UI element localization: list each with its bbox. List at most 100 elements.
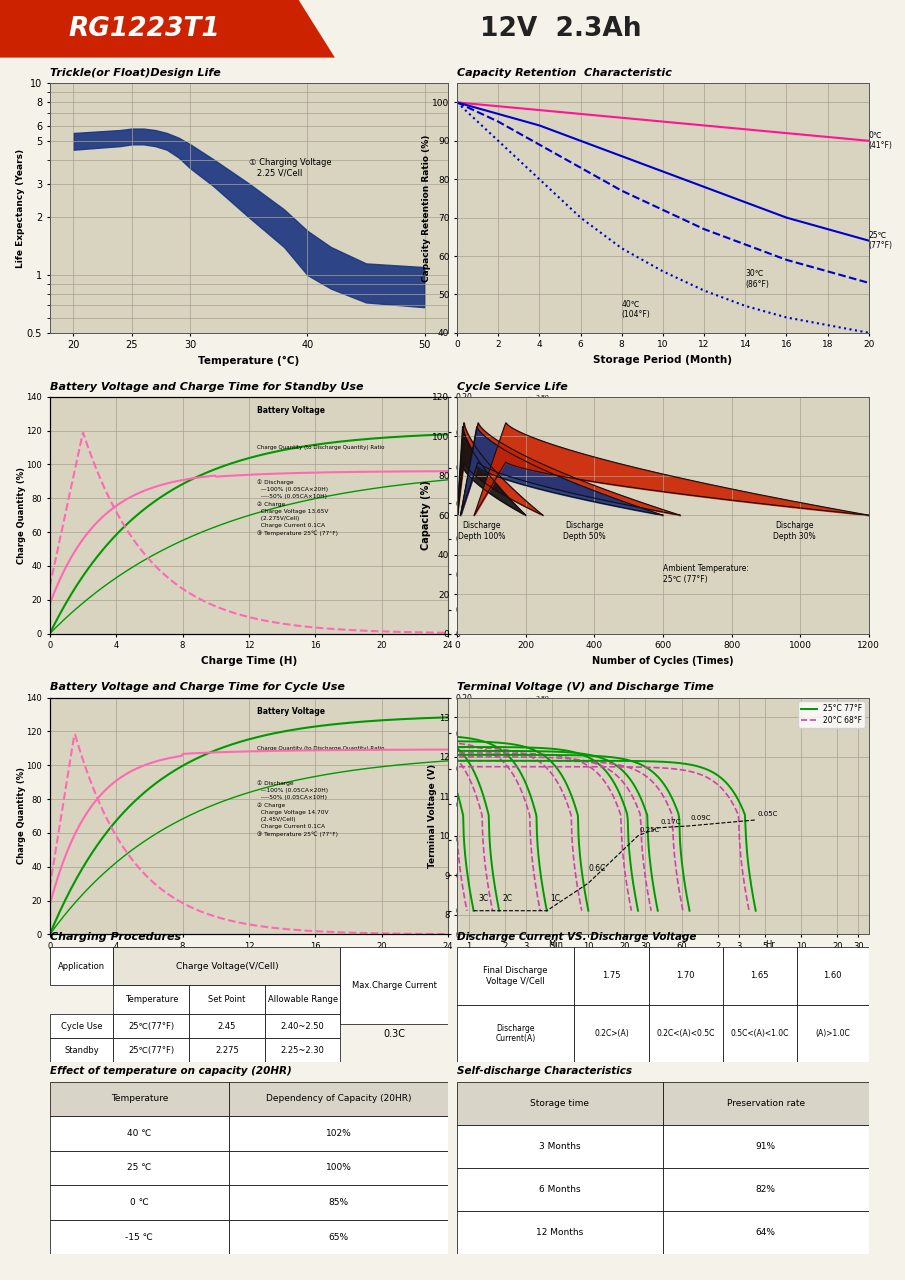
Text: 2.40~2.50: 2.40~2.50 bbox=[281, 1021, 325, 1030]
Text: 0.05C: 0.05C bbox=[757, 812, 778, 817]
Text: 30℃
(86°F): 30℃ (86°F) bbox=[746, 269, 769, 289]
Text: Charging Procedures: Charging Procedures bbox=[50, 932, 181, 942]
Text: 1.70: 1.70 bbox=[676, 972, 695, 980]
Bar bbox=[229, 1116, 448, 1151]
Text: 25 ℃: 25 ℃ bbox=[128, 1164, 151, 1172]
Bar bbox=[265, 1038, 340, 1062]
Polygon shape bbox=[0, 0, 335, 58]
Text: ① Discharge
  —100% (0.05CA×20H)
  ----50% (0.05CA×10H)
② Charge
  Charge Voltag: ① Discharge —100% (0.05CA×20H) ----50% (… bbox=[257, 781, 338, 837]
Text: 25℃(77°F): 25℃(77°F) bbox=[129, 1046, 175, 1055]
Bar bbox=[796, 1005, 869, 1062]
Text: 0.25C: 0.25C bbox=[640, 827, 661, 833]
Y-axis label: Terminal Voltage (V): Terminal Voltage (V) bbox=[428, 764, 437, 868]
Text: Discharge
Depth 50%: Discharge Depth 50% bbox=[564, 521, 606, 541]
Bar bbox=[189, 986, 265, 1014]
Bar bbox=[50, 1014, 113, 1038]
Text: 40 ℃: 40 ℃ bbox=[128, 1129, 151, 1138]
Y-axis label: Charge Quantity (%): Charge Quantity (%) bbox=[17, 768, 26, 864]
Text: 82%: 82% bbox=[756, 1185, 776, 1194]
Text: Preservation rate: Preservation rate bbox=[727, 1098, 805, 1107]
Text: Storage time: Storage time bbox=[530, 1098, 589, 1107]
Text: Charge Voltage(V/Cell): Charge Voltage(V/Cell) bbox=[176, 961, 278, 970]
Y-axis label: Life Expectancy (Years): Life Expectancy (Years) bbox=[16, 148, 25, 268]
Bar bbox=[457, 1125, 662, 1167]
Bar bbox=[50, 1151, 229, 1185]
Bar bbox=[229, 1082, 448, 1116]
Text: (A)>1.0C: (A)>1.0C bbox=[815, 1029, 850, 1038]
Bar bbox=[649, 947, 722, 1005]
Text: Trickle(or Float)Design Life: Trickle(or Float)Design Life bbox=[50, 68, 221, 78]
Legend: 25°C 77°F, 20°C 68°F: 25°C 77°F, 20°C 68°F bbox=[798, 701, 865, 728]
Text: Discharge
Current(A): Discharge Current(A) bbox=[496, 1024, 536, 1043]
Text: 12V  2.3Ah: 12V 2.3Ah bbox=[481, 15, 642, 42]
Text: 64%: 64% bbox=[756, 1229, 776, 1238]
X-axis label: Charge Time (H): Charge Time (H) bbox=[201, 655, 297, 666]
Y-axis label: Charge Current (CA): Charge Current (CA) bbox=[472, 471, 481, 559]
Text: 1.65: 1.65 bbox=[750, 972, 769, 980]
Text: 0.09C: 0.09C bbox=[691, 815, 711, 820]
Bar bbox=[796, 947, 869, 1005]
Bar bbox=[575, 947, 649, 1005]
Text: 1.60: 1.60 bbox=[824, 972, 842, 980]
Text: 2.25~2.30: 2.25~2.30 bbox=[281, 1046, 325, 1055]
Bar bbox=[649, 1005, 722, 1062]
Text: Battery Voltage: Battery Voltage bbox=[257, 707, 325, 717]
Text: Battery Voltage: Battery Voltage bbox=[257, 406, 325, 416]
Text: Discharge Current VS. Discharge Voltage: Discharge Current VS. Discharge Voltage bbox=[457, 932, 697, 942]
Bar bbox=[265, 986, 340, 1014]
X-axis label: Temperature (°C): Temperature (°C) bbox=[198, 356, 300, 366]
Text: 102%: 102% bbox=[326, 1129, 351, 1138]
Text: Terminal Voltage (V) and Discharge Time: Terminal Voltage (V) and Discharge Time bbox=[457, 682, 714, 692]
Text: 0.6C: 0.6C bbox=[588, 864, 605, 873]
Text: RG1223T1: RG1223T1 bbox=[69, 15, 221, 42]
Text: Allowable Range: Allowable Range bbox=[268, 995, 338, 1004]
Text: 0.5C<(A)<1.0C: 0.5C<(A)<1.0C bbox=[730, 1029, 789, 1038]
Y-axis label: Charge Current (CA): Charge Current (CA) bbox=[472, 772, 481, 860]
Bar bbox=[113, 986, 189, 1014]
Y-axis label: Battery Voltage (V)/Per Cell: Battery Voltage (V)/Per Cell bbox=[549, 467, 554, 563]
Text: Discharge
Depth 100%: Discharge Depth 100% bbox=[458, 521, 505, 541]
Text: Effect of temperature on capacity (20HR): Effect of temperature on capacity (20HR) bbox=[50, 1066, 291, 1076]
Text: Temperature: Temperature bbox=[125, 995, 178, 1004]
Text: Discharge
Depth 30%: Discharge Depth 30% bbox=[774, 521, 816, 541]
Text: 85%: 85% bbox=[329, 1198, 348, 1207]
Text: 25℃(77°F): 25℃(77°F) bbox=[129, 1021, 175, 1030]
Bar bbox=[340, 947, 448, 1024]
Text: Temperature: Temperature bbox=[110, 1094, 168, 1103]
Bar bbox=[265, 1014, 340, 1038]
Text: 1C: 1C bbox=[550, 893, 560, 902]
Text: 25℃
(77°F): 25℃ (77°F) bbox=[869, 230, 893, 251]
Bar bbox=[457, 947, 575, 1005]
Text: Charge Quantity (to Discharge Quantity) Ratio: Charge Quantity (to Discharge Quantity) … bbox=[257, 445, 385, 449]
X-axis label: Discharge Time (Min): Discharge Time (Min) bbox=[604, 956, 722, 966]
Text: Cycle Service Life: Cycle Service Life bbox=[457, 381, 567, 392]
Bar bbox=[50, 1220, 229, 1254]
Bar bbox=[50, 1038, 113, 1062]
Text: 0℃
(41°F): 0℃ (41°F) bbox=[869, 131, 892, 151]
Text: Final Discharge
Voltage V/Cell: Final Discharge Voltage V/Cell bbox=[483, 966, 548, 986]
Bar bbox=[50, 947, 113, 986]
Text: 0.2C<(A)<0.5C: 0.2C<(A)<0.5C bbox=[656, 1029, 715, 1038]
Y-axis label: Capacity (%): Capacity (%) bbox=[421, 480, 431, 550]
Bar bbox=[457, 1167, 662, 1211]
Text: Self-discharge Characteristics: Self-discharge Characteristics bbox=[457, 1066, 632, 1076]
Text: 0 ℃: 0 ℃ bbox=[130, 1198, 148, 1207]
Text: 91%: 91% bbox=[756, 1142, 776, 1151]
Bar bbox=[50, 1116, 229, 1151]
Bar bbox=[662, 1211, 869, 1254]
Text: Battery Voltage and Charge Time for Cycle Use: Battery Voltage and Charge Time for Cycl… bbox=[50, 682, 345, 692]
Text: 2.45: 2.45 bbox=[218, 1021, 236, 1030]
Text: 3 Months: 3 Months bbox=[539, 1142, 581, 1151]
Bar bbox=[575, 1005, 649, 1062]
Text: Max.Charge Current: Max.Charge Current bbox=[352, 982, 436, 991]
Text: Hr: Hr bbox=[765, 940, 775, 948]
Text: Charge Quantity (to Discharge Quantity) Ratio: Charge Quantity (to Discharge Quantity) … bbox=[257, 746, 385, 750]
Bar bbox=[229, 1185, 448, 1220]
Text: -15 ℃: -15 ℃ bbox=[126, 1233, 153, 1242]
Bar bbox=[662, 1167, 869, 1211]
Bar bbox=[229, 1151, 448, 1185]
Text: 6 Months: 6 Months bbox=[539, 1185, 581, 1194]
X-axis label: Storage Period (Month): Storage Period (Month) bbox=[594, 355, 732, 365]
Bar bbox=[189, 1038, 265, 1062]
X-axis label: Number of Cycles (Times): Number of Cycles (Times) bbox=[592, 655, 734, 666]
